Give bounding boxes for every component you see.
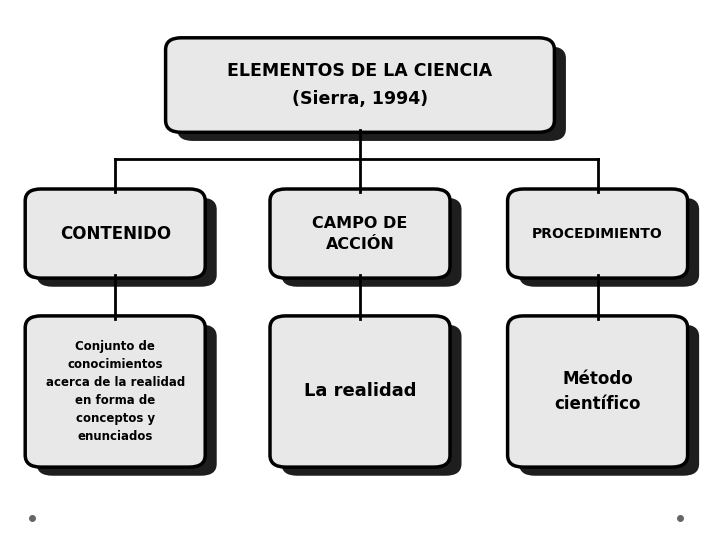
FancyBboxPatch shape — [37, 198, 217, 287]
FancyBboxPatch shape — [166, 38, 554, 132]
Text: CAMPO DE
ACCIÓN: CAMPO DE ACCIÓN — [312, 215, 408, 252]
FancyBboxPatch shape — [519, 198, 699, 287]
FancyBboxPatch shape — [282, 325, 462, 476]
Text: Conjunto de
conocimientos
acerca de la realidad
en forma de
conceptos y
enunciad: Conjunto de conocimientos acerca de la r… — [45, 340, 185, 443]
Text: CONTENIDO: CONTENIDO — [60, 225, 171, 242]
Text: La realidad: La realidad — [304, 382, 416, 401]
FancyBboxPatch shape — [37, 325, 217, 476]
FancyBboxPatch shape — [25, 189, 205, 278]
FancyBboxPatch shape — [282, 198, 462, 287]
FancyBboxPatch shape — [519, 325, 699, 476]
Text: PROCEDIMIENTO: PROCEDIMIENTO — [532, 227, 663, 240]
FancyBboxPatch shape — [177, 46, 566, 141]
Text: Método
científico: Método científico — [554, 370, 641, 413]
FancyBboxPatch shape — [270, 189, 450, 278]
FancyBboxPatch shape — [25, 316, 205, 467]
FancyBboxPatch shape — [508, 316, 688, 467]
FancyBboxPatch shape — [270, 316, 450, 467]
Text: ELEMENTOS DE LA CIENCIA
(Sierra, 1994): ELEMENTOS DE LA CIENCIA (Sierra, 1994) — [228, 62, 492, 108]
FancyBboxPatch shape — [508, 189, 688, 278]
